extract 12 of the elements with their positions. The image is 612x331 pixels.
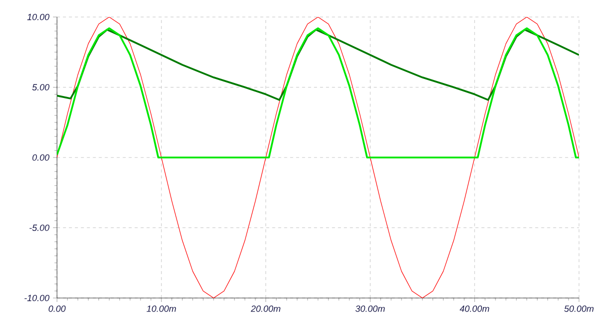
x-tick-label: 20.00m	[250, 306, 280, 312]
x-tick-label: 40.00m	[460, 306, 490, 312]
y-tick-label: 5.00	[32, 84, 50, 90]
y-tick-label: -5.00	[29, 224, 50, 231]
y-tick-label: 0.00	[32, 154, 50, 161]
y-tick-label: 10.00	[27, 14, 50, 20]
line-series	[57, 27, 580, 158]
x-tick-label: 50.00m	[564, 306, 594, 312]
x-tick-label: 10.00m	[146, 306, 176, 312]
x-tick-label: 30.00m	[355, 306, 385, 312]
x-tick-label: 0.00	[48, 306, 66, 312]
y-tick-label: -10.00	[24, 294, 50, 302]
